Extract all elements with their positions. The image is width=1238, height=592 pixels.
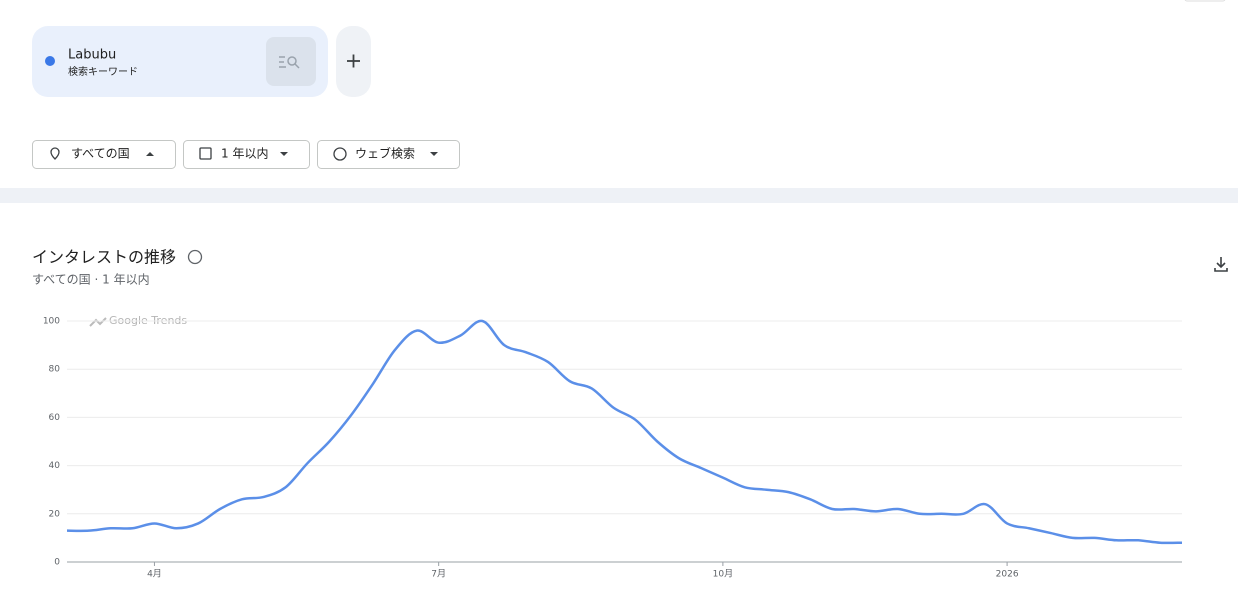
time-filter[interactable]: [183, 140, 310, 169]
top-button[interactable]: [1184, 0, 1226, 2]
caret-icon: [430, 152, 438, 156]
chart-subtitle: すべての国 · 1 年以内: [32, 273, 150, 287]
y-tick-label: 100: [43, 317, 60, 327]
y-tick-label: 40: [49, 461, 61, 471]
search-term-card[interactable]: [32, 26, 328, 97]
trend-line: [66, 319, 1183, 545]
plus-icon: [347, 54, 360, 68]
filter-label: 1 年以内: [221, 147, 268, 161]
filter-label: すべての国: [71, 147, 130, 161]
pin-icon: [50, 147, 60, 160]
y-tick-label: 80: [49, 365, 61, 375]
y-tick-label: 0: [54, 558, 60, 568]
x-tick-label: 4月: [147, 569, 162, 580]
term-dot: [45, 56, 55, 66]
term-name: Labubu: [68, 48, 116, 63]
y-tick-label: 60: [49, 413, 61, 423]
chart-title: インタレストの推移: [32, 248, 176, 267]
region-filter[interactable]: [32, 140, 176, 169]
watermark-icon: [89, 317, 107, 327]
x-tick-label: 10月: [713, 569, 733, 580]
filter-label: ウェブ検索: [355, 146, 415, 161]
property-filter[interactable]: [317, 140, 460, 169]
caret-icon: [146, 152, 154, 156]
caret-icon: [280, 152, 288, 156]
download-icon[interactable]: [1214, 257, 1228, 272]
calendar-icon: [199, 147, 212, 160]
x-tick-label: 2026: [996, 570, 1019, 580]
info-icon[interactable]: [187, 249, 203, 265]
term-type: 検索キーワード: [68, 65, 138, 78]
x-tick-label: 7月: [431, 569, 446, 580]
compare-button[interactable]: [266, 37, 316, 86]
compare-icon: [279, 56, 300, 69]
y-tick-label: 20: [49, 509, 61, 519]
section-divider: [0, 188, 1238, 203]
globe-icon: [333, 147, 347, 161]
